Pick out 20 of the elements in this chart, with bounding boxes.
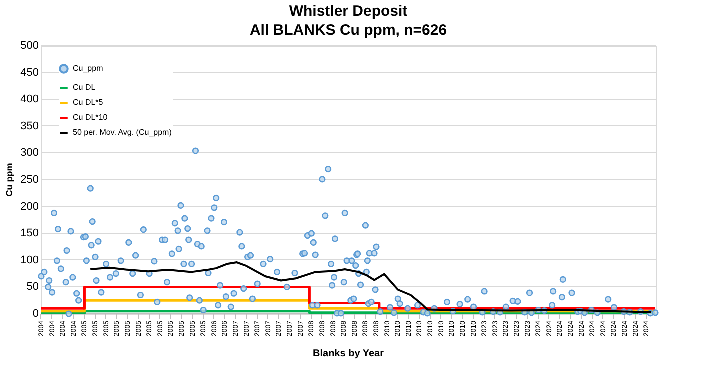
y-tick-label: 450 (20, 66, 39, 79)
chart-title: Whistler Deposit (289, 3, 408, 20)
y-tick-label: 350 (20, 120, 39, 132)
chart-subtitle: All BLANKS Cu ppm, n=626 (250, 22, 448, 39)
y-axis-title: Cu ppm (4, 163, 15, 197)
legend-label: 50 per. Mov. Avg. (Cu_ppm) (73, 128, 172, 137)
y-tick-label: 500 (20, 40, 39, 52)
y-tick-label: 250 (20, 174, 39, 186)
y-tick-label: 50 (26, 281, 39, 294)
legend-label: Cu DL (73, 83, 96, 92)
y-tick-label: 300 (20, 147, 39, 160)
legend-label: Cu DL*5 (73, 98, 104, 107)
x-axis-title: Blanks by Year (313, 348, 384, 360)
y-tick-label: 200 (20, 200, 39, 213)
legend-label: Cu DL*10 (73, 113, 108, 122)
legend-label: Cu_ppm (73, 64, 104, 73)
y-tick-label: 400 (20, 94, 39, 106)
y-tick-label: 150 (20, 228, 39, 240)
y-tick-label: 100 (20, 254, 39, 266)
y-tick-label: 0 (32, 308, 39, 320)
